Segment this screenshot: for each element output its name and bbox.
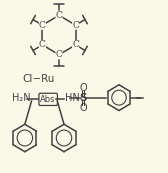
FancyBboxPatch shape [39,93,57,106]
Text: C: C [72,21,79,30]
Text: O: O [79,103,87,113]
Text: C: C [56,50,62,59]
Text: O: O [79,83,87,93]
Text: Abs: Abs [40,95,56,104]
Text: C: C [72,40,79,49]
Text: HN: HN [65,93,80,103]
Text: C: C [39,21,46,30]
Text: S: S [79,93,87,103]
Text: H₂N: H₂N [12,93,30,103]
Text: Cl−Ru: Cl−Ru [22,74,55,84]
Text: C: C [56,11,62,20]
Text: C: C [39,40,46,49]
